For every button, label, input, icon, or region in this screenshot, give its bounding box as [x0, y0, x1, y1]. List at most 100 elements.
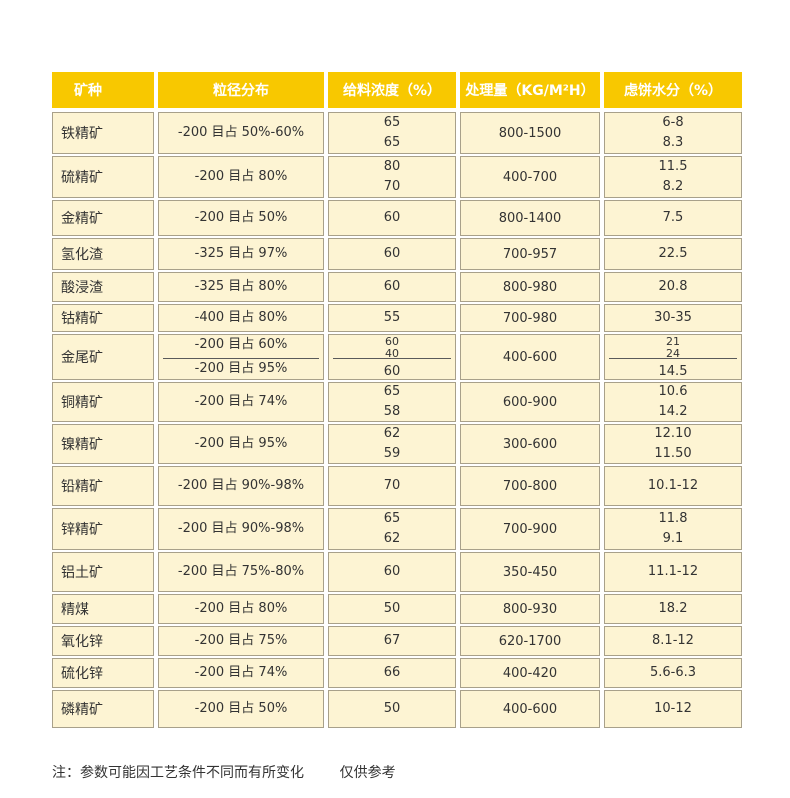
cell-capacity: 800-1400 [460, 200, 600, 236]
moisture-value: 22.5 [658, 246, 688, 261]
conc-value: 67 [383, 633, 401, 648]
mineral-name: 精煤 [61, 602, 89, 618]
capacity-value: 800-1400 [498, 210, 562, 226]
footnote: 注：参数可能因工艺条件不同而有所变化 仅供参考 [52, 765, 396, 781]
moisture-value: 14.2 [658, 404, 688, 419]
moisture-value: 7.5 [662, 210, 684, 225]
conc-value: 65 [383, 384, 401, 399]
cell-moisture: 10.6 14.2 [604, 382, 742, 422]
cell-capacity: 350-450 [460, 552, 600, 592]
size-value: -200 目占 90%-98% [177, 521, 305, 536]
size-value: -200 目占 50% [194, 210, 288, 225]
cell-moisture: 7.5 [604, 200, 742, 236]
header-moisture: 虑饼水分（%） [604, 72, 742, 108]
cell-size: -200 目占 50% [158, 200, 324, 236]
header-capacity: 处理量（KG/M²H） [460, 72, 600, 108]
capacity-value: 300-600 [502, 436, 558, 452]
mineral-name: 硫精矿 [61, 170, 103, 186]
size-value: -325 目占 97% [194, 246, 288, 261]
conc-value: 55 [383, 310, 401, 325]
cell-size: -200 目占 50%-60% [158, 112, 324, 154]
moisture-value: 9.1 [662, 531, 684, 546]
cell-conc: 65 65 [328, 112, 456, 154]
moisture-value: 8.3 [662, 135, 684, 150]
cell-conc: 65 58 [328, 382, 456, 422]
capacity-value: 400-420 [502, 665, 558, 681]
cell-capacity: 400-600 [460, 690, 600, 728]
conc-value: 65 [383, 135, 401, 150]
cell-mineral: 氢化渣 [52, 238, 154, 270]
cell-conc: 80 70 [328, 156, 456, 198]
capacity-value: 400-600 [502, 349, 558, 365]
cell-mineral: 锌精矿 [52, 508, 154, 550]
capacity-value: 400-600 [502, 701, 558, 717]
conc-value: 65 [383, 511, 401, 526]
cell-mineral: 铜精矿 [52, 382, 154, 422]
cell-conc: 50 [328, 594, 456, 624]
moisture-value: 24 [665, 347, 680, 360]
cell-moisture: 20.8 [604, 272, 742, 302]
mineral-name: 硫化锌 [61, 666, 103, 682]
moisture-value: 30-35 [654, 310, 692, 325]
size-value: -200 目占 75%-80% [177, 564, 305, 579]
cell-mineral: 铅精矿 [52, 466, 154, 506]
capacity-value: 400-700 [502, 169, 558, 185]
cell-mineral: 钴精矿 [52, 304, 154, 332]
header-mineral: 矿种 [52, 72, 154, 108]
moisture-value: 11.50 [654, 446, 692, 461]
cell-mineral: 酸浸渣 [52, 272, 154, 302]
cell-capacity: 620-1700 [460, 626, 600, 656]
mineral-name: 钴精矿 [61, 311, 103, 327]
mineral-name: 金精矿 [61, 211, 103, 227]
cell-capacity: 700-980 [460, 304, 600, 332]
cell-capacity: 300-600 [460, 424, 600, 464]
mineral-name: 镍精矿 [61, 437, 103, 453]
cell-capacity: 400-420 [460, 658, 600, 688]
conc-value: 66 [383, 665, 401, 680]
moisture-value: 6-8 [662, 115, 684, 130]
cell-moisture: 5.6-6.3 [604, 658, 742, 688]
size-value: -325 目占 80% [194, 279, 288, 294]
capacity-value: 800-930 [502, 601, 558, 617]
cell-conc: 70 [328, 466, 456, 506]
cell-capacity: 400-600 [460, 334, 600, 380]
cell-moisture: 18.2 [604, 594, 742, 624]
cell-moisture: 22.5 [604, 238, 742, 270]
cell-size: -200 目占 60% -200 目占 95% [158, 334, 324, 380]
cell-size: -200 目占 50% [158, 690, 324, 728]
cell-mineral: 铝土矿 [52, 552, 154, 592]
mineral-name: 铁精矿 [61, 126, 103, 142]
cell-capacity: 400-700 [460, 156, 600, 198]
cell-conc: 60 [328, 272, 456, 302]
capacity-value: 700-980 [502, 310, 558, 326]
conc-value: 70 [383, 478, 401, 493]
conc-value: 60 [383, 279, 401, 294]
capacity-value: 800-980 [502, 279, 558, 295]
moisture-value: 10.1-12 [647, 478, 699, 493]
cell-mineral: 硫化锌 [52, 658, 154, 688]
mineral-name: 铝土矿 [61, 565, 103, 581]
cell-capacity: 800-930 [460, 594, 600, 624]
cell-conc: 62 59 [328, 424, 456, 464]
cell-mineral: 铁精矿 [52, 112, 154, 154]
cell-moisture: 8.1-12 [604, 626, 742, 656]
cell-moisture: 6-8 8.3 [604, 112, 742, 154]
cell-moisture: 11.5 8.2 [604, 156, 742, 198]
conc-value: 60 [383, 364, 401, 379]
mineral-name: 酸浸渣 [61, 280, 103, 296]
cell-conc: 60 [328, 552, 456, 592]
size-value: -200 目占 74% [194, 394, 288, 409]
size-value: -200 目占 95% [194, 361, 288, 376]
header-feed-concentration: 给料浓度（%） [328, 72, 456, 108]
conc-value: 50 [383, 701, 401, 716]
size-value: -200 目占 80% [194, 601, 288, 616]
moisture-value: 8.2 [662, 179, 684, 194]
cell-moisture: 30-35 [604, 304, 742, 332]
cell-size: -200 目占 75%-80% [158, 552, 324, 592]
cell-conc: 50 [328, 690, 456, 728]
moisture-value: 18.2 [658, 601, 688, 616]
capacity-value: 700-900 [502, 521, 558, 537]
conc-value: 50 [383, 601, 401, 616]
conc-value: 60 [383, 564, 401, 579]
cell-moisture: 11.8 9.1 [604, 508, 742, 550]
